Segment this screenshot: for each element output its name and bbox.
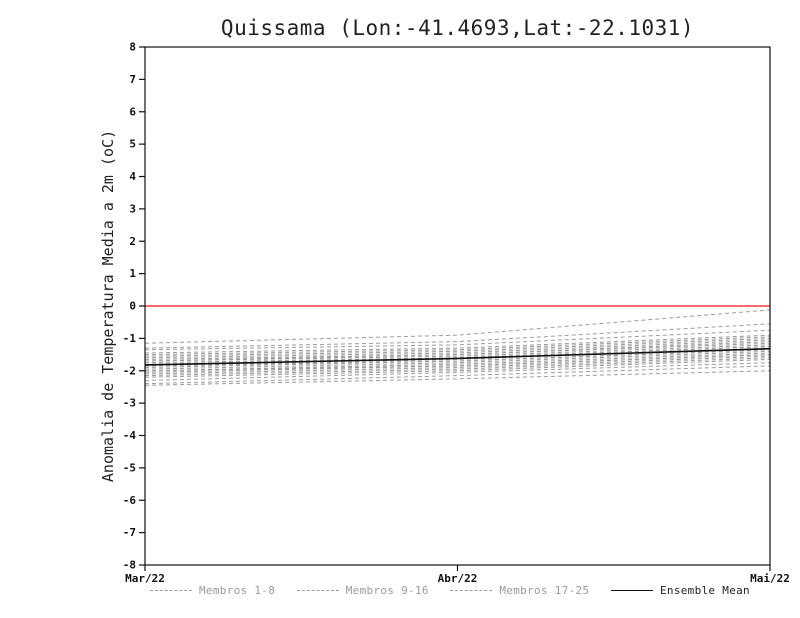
y-tick-label: -8 xyxy=(123,559,136,572)
solid-line-swatch xyxy=(610,590,653,591)
member-line xyxy=(144,336,771,356)
x-tick-label: Mai/22 xyxy=(750,572,790,585)
legend-item-4: Ensemble Mean xyxy=(610,584,750,597)
member-line xyxy=(144,345,771,365)
y-tick-label: 7 xyxy=(129,73,136,86)
y-tick-label: 0 xyxy=(129,300,136,313)
chart-title: Quissama (Lon:-41.4693,Lat:-22.1031) xyxy=(220,16,695,40)
x-tick-label: Mar/22 xyxy=(125,572,165,585)
legend: Membros 1-8 Membros 9-16 Membros 17-25 Ense… xyxy=(150,584,750,597)
y-tick-label: -2 xyxy=(123,364,136,377)
y-tick-label: -6 xyxy=(123,494,137,507)
dashed-line-swatch xyxy=(150,590,192,591)
member-line xyxy=(144,358,771,378)
member-line xyxy=(144,337,771,357)
y-tick-label: 1 xyxy=(129,267,136,280)
member-line xyxy=(144,349,771,369)
member-line xyxy=(144,357,771,377)
member-line xyxy=(144,334,771,354)
legend-item-2: Membros 9-16 xyxy=(296,584,429,597)
legend-label: Membros 17-25 xyxy=(499,584,590,597)
member-line xyxy=(144,350,771,370)
member-line xyxy=(144,370,771,386)
member-line xyxy=(144,352,771,372)
legend-label: Membros 1-8 xyxy=(199,584,276,597)
member-line xyxy=(144,341,771,360)
member-line xyxy=(144,329,771,351)
y-tick-label: -3 xyxy=(123,397,136,410)
member-line xyxy=(144,344,771,362)
x-tick-label: Abr/22 xyxy=(438,572,478,585)
y-tick-label: -5 xyxy=(123,461,136,474)
legend-label: Ensemble Mean xyxy=(659,584,750,597)
legend-item-1: Membros 1-8 xyxy=(150,584,275,597)
y-tick-label: 4 xyxy=(129,170,136,183)
y-tick-label: 6 xyxy=(129,105,136,118)
y-tick-label: -4 xyxy=(123,429,137,442)
y-tick-label: -1 xyxy=(123,332,137,345)
ensemble-mean-line xyxy=(144,347,771,366)
y-tick-label: 3 xyxy=(129,202,136,215)
member-line xyxy=(144,355,771,375)
member-line xyxy=(144,365,771,385)
dashed-line-swatch xyxy=(450,590,493,591)
y-tick-label: 5 xyxy=(129,138,136,151)
y-tick-label: 8 xyxy=(129,41,136,54)
legend-item-3: Membros 17-25 xyxy=(450,584,589,597)
member-line xyxy=(144,339,771,359)
member-line xyxy=(144,309,771,344)
dashed-line-swatch xyxy=(296,590,339,591)
y-tick-label: 2 xyxy=(129,235,136,248)
member-line xyxy=(144,323,771,349)
member-line xyxy=(144,342,771,362)
member-line xyxy=(144,354,771,373)
member-line xyxy=(144,362,771,381)
legend-label: Membros 9-16 xyxy=(345,584,429,597)
y-tick-label: -7 xyxy=(123,526,136,539)
